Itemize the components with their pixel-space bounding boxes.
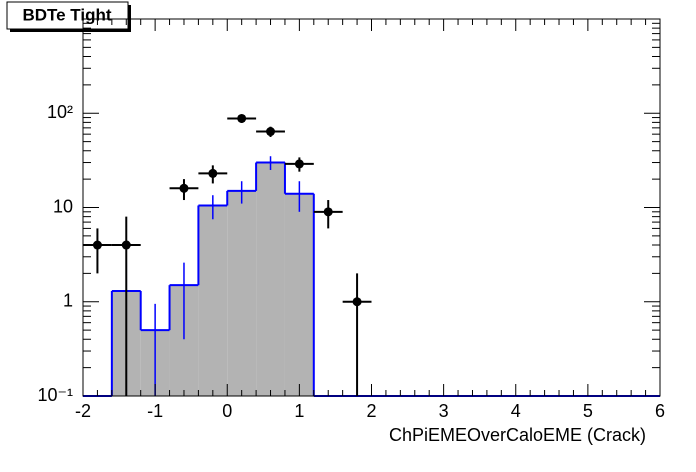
y-tick-label: 10 <box>53 196 73 216</box>
hist-bar <box>227 190 257 396</box>
x-tick-label: 0 <box>222 401 232 421</box>
x-tick-label: 1 <box>294 401 304 421</box>
chart-title: BDTe Tight <box>22 5 111 24</box>
hist-bar <box>284 193 314 396</box>
hist-bar <box>198 205 228 396</box>
x-tick-label: -1 <box>147 401 163 421</box>
hist-bar <box>256 162 285 396</box>
data-point <box>352 297 362 307</box>
data-point <box>237 113 247 123</box>
data-point <box>323 207 333 217</box>
data-point <box>294 159 304 169</box>
x-tick-label: 5 <box>583 401 593 421</box>
x-axis-label: ChPiEMEOverCaloEME (Crack) <box>389 425 646 445</box>
data-point <box>92 240 102 250</box>
x-tick-label: 4 <box>511 401 521 421</box>
data-point <box>208 168 218 178</box>
y-tick-label: 1 <box>63 291 73 311</box>
x-tick-label: 6 <box>655 401 665 421</box>
x-tick-label: 3 <box>439 401 449 421</box>
data-point <box>266 127 276 137</box>
x-tick-label: -2 <box>75 401 91 421</box>
x-tick-label: 2 <box>366 401 376 421</box>
title-box <box>6 1 129 30</box>
y-tick-label: 10⁻¹ <box>37 385 73 405</box>
data-point <box>179 183 189 193</box>
data-point <box>121 240 131 250</box>
y-tick-label: 10² <box>47 102 73 122</box>
